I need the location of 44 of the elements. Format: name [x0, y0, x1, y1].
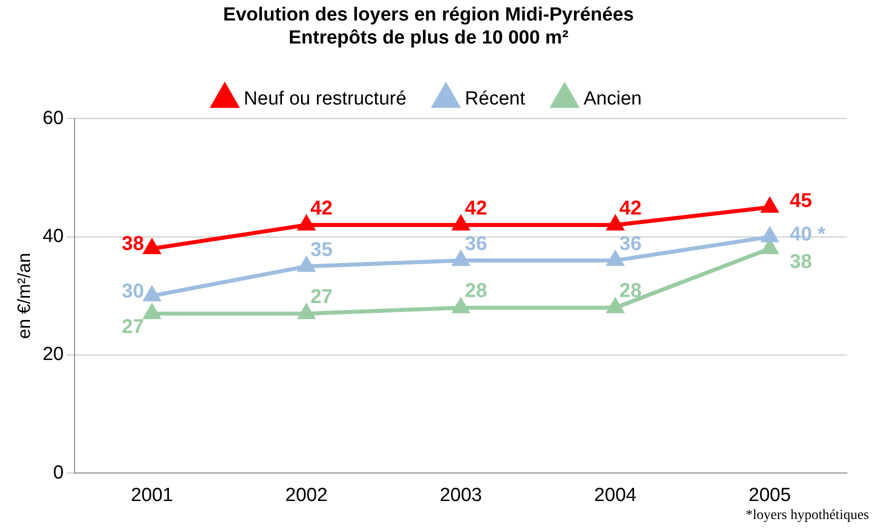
y-tick-label: 20: [42, 344, 64, 366]
point: [762, 198, 778, 213]
data-label: 42: [619, 197, 642, 220]
data-label: 45: [790, 190, 812, 212]
point: [452, 251, 469, 266]
point: [762, 228, 778, 242]
data-label: 35: [310, 238, 333, 261]
point: [144, 240, 160, 254]
data-label: 38: [790, 251, 812, 274]
data-label: 27: [310, 286, 333, 308]
x-tick-label: 2003: [440, 484, 482, 506]
point: [144, 286, 160, 302]
y-tick-label: 60: [42, 108, 64, 129]
text: *loyers hypothétiques: [746, 508, 869, 524]
point: [298, 304, 314, 320]
legend-label: Ancien: [584, 88, 642, 110]
legend-label: Neuf ou restructuré: [244, 88, 406, 110]
data-label: 27: [122, 316, 144, 338]
data-label: 28: [619, 280, 642, 302]
data-label: 28: [464, 280, 488, 302]
data-label: 42: [310, 197, 333, 220]
x-tick-label: 2004: [594, 484, 637, 506]
data-label: 36: [619, 232, 642, 255]
point: [607, 216, 624, 230]
x-tick-label: 2002: [285, 484, 328, 506]
point: [452, 216, 469, 230]
data-label: 36: [464, 232, 488, 255]
y-tick-label: 0: [53, 462, 64, 484]
x-tick-label: 2001: [130, 484, 174, 506]
point: [298, 257, 314, 272]
point: [607, 298, 624, 314]
y-axis-title: en €/m²/an: [14, 252, 34, 339]
point: [452, 298, 469, 314]
data-label: 30: [122, 280, 144, 302]
data-label: 42: [464, 197, 488, 220]
chart-title: Evolution des loyers en région Midi-Pyrénées Entrepôts de plus de 10 000 m²: [223, 4, 634, 48]
data-label: 40 *: [790, 223, 826, 246]
point: [298, 216, 314, 230]
x-tick-label: 2005: [748, 484, 791, 506]
point: [607, 251, 624, 266]
y-tick-label: 40: [42, 226, 64, 248]
data-label: 38: [122, 233, 144, 256]
point: [144, 304, 160, 320]
legend-label: Récent: [464, 88, 526, 110]
